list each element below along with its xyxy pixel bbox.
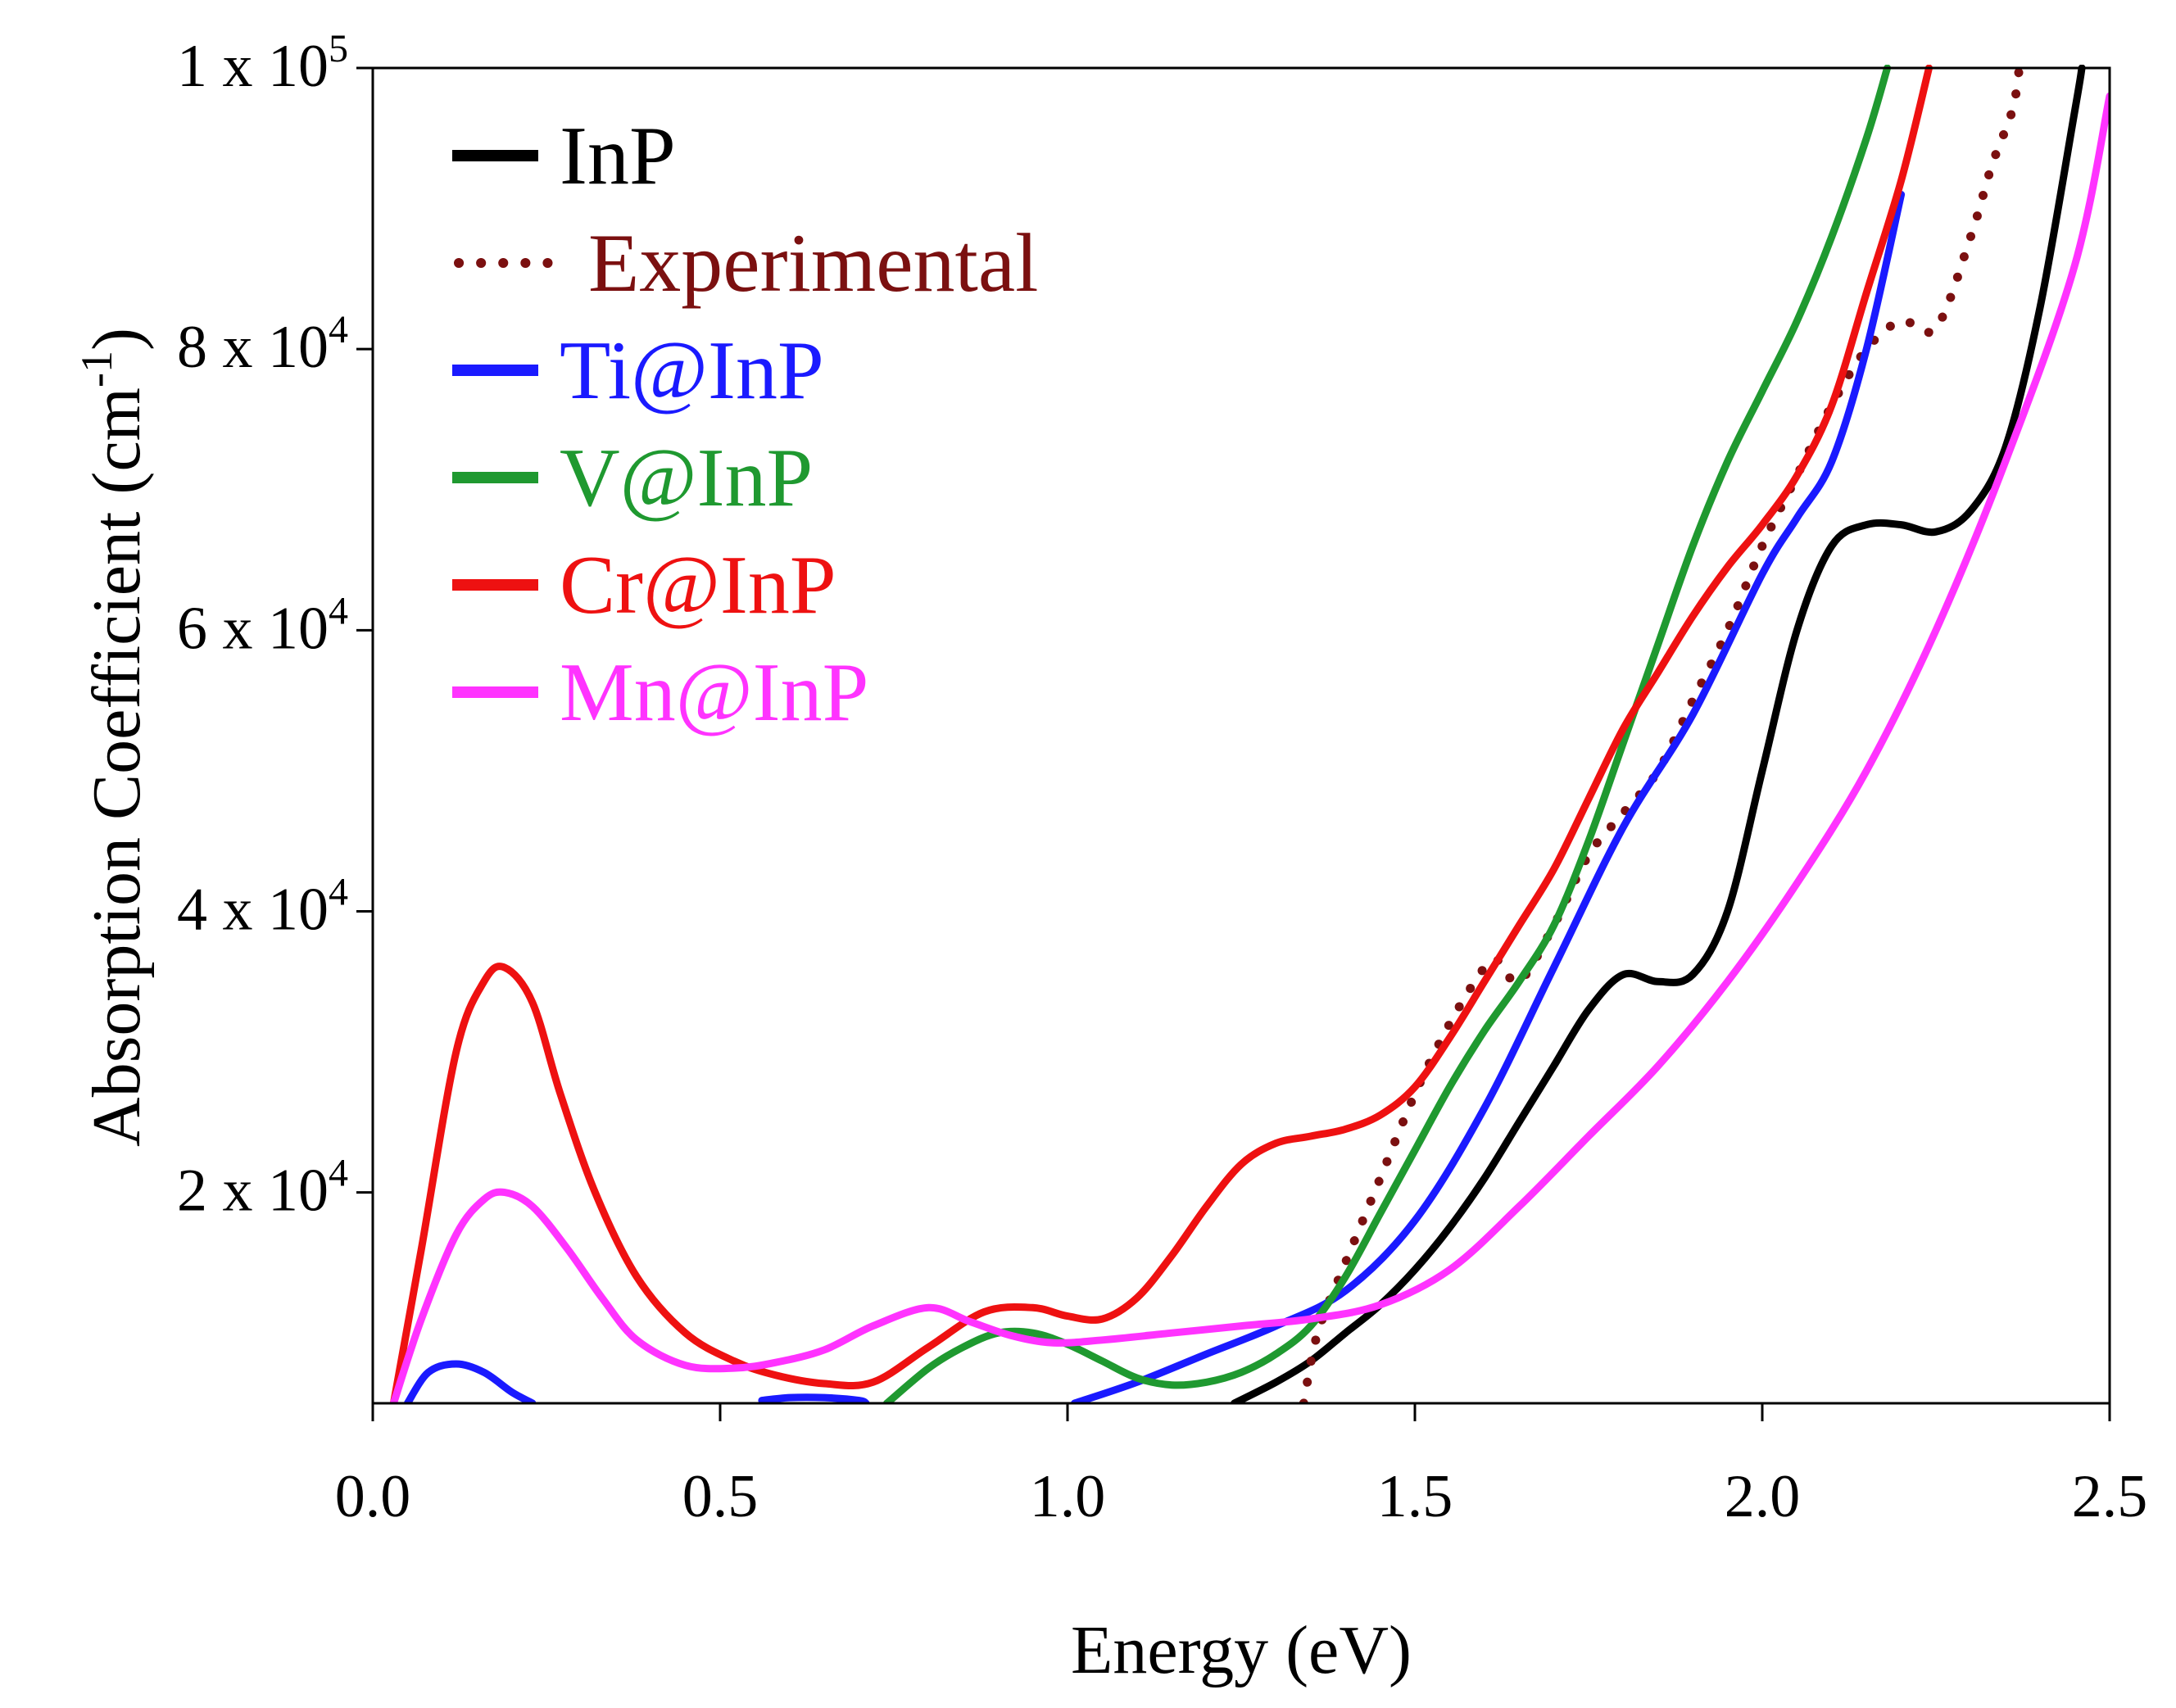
legend-label: Ti@InP [560, 324, 824, 417]
x-tick-label: 0.0 [335, 1463, 411, 1530]
plot-area [389, 65, 2110, 1403]
series-line-cr-at-inp [389, 65, 1933, 1403]
plot-frame [371, 66, 2111, 1405]
series-line-ti-at-inp-seg-2 [758, 1393, 870, 1403]
legend-item-experimental: Experimental [454, 217, 1038, 310]
y-tick-label: 1 x 105 [177, 27, 348, 100]
y-axis-title: Absorption Coefficient (cm-1) [72, 328, 155, 1147]
series-line-v-at-inp [883, 65, 1892, 1403]
legend-label: Cr@InP [560, 539, 836, 632]
legend-item-ti-at-inp: Ti@InP [452, 324, 824, 417]
x-tick-label: 0.5 [682, 1463, 759, 1530]
legend-label: InP [560, 110, 676, 202]
legend-label: V@InP [560, 432, 813, 524]
x-tick-label: 2.0 [1725, 1463, 1801, 1530]
axes: 0.0 0.5 1.0 1.5 2.0 2.5 2 x 104 4 x 104 6 x 104 8… [177, 27, 2147, 1530]
legend: InP Experimental Ti@InP V@InP Cr@InP Mn@InP [452, 110, 1038, 739]
series-line-ti-at-inp-seg-3 [1071, 190, 1906, 1403]
legend-item-v-at-inp: V@InP [452, 432, 813, 524]
y-tick-label: 2 x 104 [177, 1152, 348, 1225]
legend-label: Experimental [588, 217, 1038, 310]
series-line-mn-at-inp [389, 92, 2110, 1403]
series-line-experimental [1299, 65, 2024, 1403]
series-line-ti-at-inp-seg-1 [403, 1360, 537, 1403]
y-tick-label: 6 x 104 [177, 589, 348, 662]
x-tick-label: 1.0 [1030, 1463, 1106, 1530]
x-tick-label: 2.5 [2072, 1463, 2148, 1530]
y-tick-label: 8 x 104 [177, 308, 348, 381]
legend-item-inp: InP [452, 110, 676, 202]
legend-item-cr-at-inp: Cr@InP [452, 539, 836, 632]
legend-item-mn-at-inp: Mn@InP [452, 646, 868, 739]
y-tick-label: 4 x 104 [177, 870, 348, 943]
series-line-inp [1231, 65, 2086, 1403]
x-axis-title: Energy (eV) [1071, 1612, 1412, 1688]
legend-label: Mn@InP [560, 646, 868, 739]
x-tick-label: 1.5 [1377, 1463, 1453, 1530]
